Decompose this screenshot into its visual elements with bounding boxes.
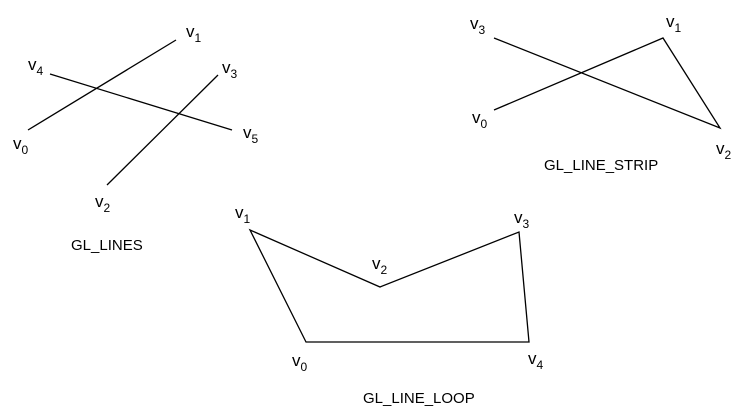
panel-title: GL_LINES <box>71 237 143 254</box>
vertex-label-v4: v4 <box>528 349 544 372</box>
vertex-label-v1: v1 <box>666 12 682 35</box>
gl-lines-segment-v4-v5 <box>49 73 233 131</box>
vertex-label-v3: v3 <box>222 58 238 81</box>
panel-gl-line-strip: v0 v1 v2 v3 GL_LINE_STRIP <box>470 12 732 174</box>
gl-line-loop-polygon <box>248 228 530 343</box>
gl-lines-segment-v2-v3 <box>106 74 219 186</box>
panel-title: GL_LINE_LOOP <box>363 390 475 407</box>
vertex-label-v0: v0 <box>472 108 488 131</box>
vertex-label-v0: v0 <box>292 351 308 374</box>
vertex-label-v1: v1 <box>186 22 202 45</box>
vertex-label-v1: v1 <box>235 203 251 226</box>
vertex-label-v3: v3 <box>514 208 530 231</box>
gl-lines-segment-v0-v1 <box>27 39 177 131</box>
vertex-label-v4: v4 <box>28 55 44 78</box>
panel-title: GL_LINE_STRIP <box>544 157 658 174</box>
vertex-label-v2: v2 <box>95 192 111 215</box>
vertex-label-v0: v0 <box>13 134 29 157</box>
vertex-label-v2: v2 <box>716 139 732 162</box>
vertex-label-v5: v5 <box>243 123 259 146</box>
gl-line-strip-polyline <box>493 37 722 130</box>
panel-gl-lines: v0 v1 v2 v3 v4 v5 GL_LINES <box>13 22 259 254</box>
vertex-label-v3: v3 <box>470 14 486 37</box>
vertex-label-v2: v2 <box>372 254 388 277</box>
panel-gl-line-loop: v0 v1 v2 v3 v4 GL_LINE_LOOP <box>235 203 544 407</box>
